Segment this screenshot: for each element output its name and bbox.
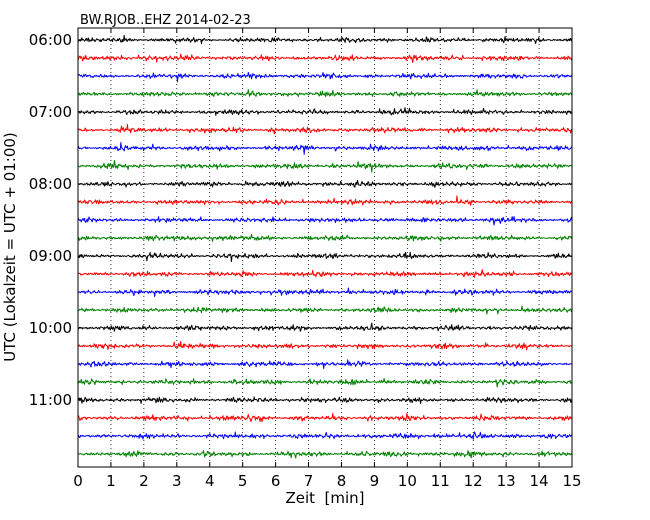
seismogram-trace (77, 251, 573, 263)
x-tick-label: 0 (73, 472, 83, 490)
y-axis-ticks: 06:00 07:00 08:00 09:00 10:00 11:00 (29, 31, 572, 409)
x-tick-label: 6 (271, 472, 281, 490)
x-tick-label: 14 (530, 472, 549, 490)
seismogram-trace (77, 431, 573, 440)
seismogram-trace (77, 340, 573, 351)
seismogram-trace (77, 142, 573, 155)
seismogram-trace (77, 233, 573, 242)
plot-frame (77, 27, 573, 468)
x-tick-label: 8 (337, 472, 347, 490)
seismogram-trace (77, 269, 573, 278)
seismogram-trace (77, 287, 573, 297)
seismogram-trace (77, 179, 573, 188)
seismogram-trace (77, 34, 573, 45)
y-tick-label: 07:00 (29, 103, 72, 121)
seismogram-trace (77, 195, 573, 206)
seismogram-trace (77, 89, 573, 98)
x-tick-label: 4 (205, 472, 215, 490)
x-axis-ticks: 0 1 2 3 4 5 6 7 8 9 10 11 12 13 14 15 (73, 28, 582, 490)
y-tick-label: 10:00 (29, 319, 72, 337)
seismogram-trace (77, 412, 573, 423)
y-tick-label: 08:00 (29, 175, 72, 193)
seismogram-trace (77, 359, 573, 369)
seismogram-trace (77, 450, 573, 459)
x-tick-label: 10 (398, 472, 417, 490)
y-tick-label: 11:00 (29, 391, 72, 409)
x-tick-label: 13 (497, 472, 516, 490)
x-tick-label: 2 (139, 472, 149, 490)
seismogram-trace (77, 71, 573, 83)
x-tick-label: 1 (106, 472, 116, 490)
x-tick-label: 11 (431, 472, 450, 490)
x-tick-label: 5 (238, 472, 248, 490)
y-tick-label: 06:00 (29, 31, 72, 49)
seismogram-trace (77, 377, 573, 388)
seismogram-trace (77, 216, 573, 226)
y-axis-label: UTC (Lokalzeit = UTC + 01:00) (1, 132, 19, 362)
seismogram-trace (77, 159, 573, 173)
y-tick-label: 09:00 (29, 247, 72, 265)
seismogram-trace (77, 396, 573, 404)
seismic-traces (77, 34, 573, 459)
chart-title: BW.RJOB..EHZ 2014-02-23 (80, 13, 251, 28)
x-tick-label: 3 (172, 472, 182, 490)
seismogram-trace (77, 305, 573, 315)
seismogram-trace (77, 322, 573, 332)
x-axis-label: Zeit [min] (285, 489, 364, 507)
seismogram-trace (77, 123, 573, 135)
x-tick-label: 12 (464, 472, 483, 490)
x-tick-label: 15 (562, 472, 581, 490)
seismogram-trace (77, 107, 573, 116)
seismogram-trace (77, 53, 573, 64)
x-tick-label: 7 (304, 472, 314, 490)
x-tick-label: 9 (370, 472, 380, 490)
